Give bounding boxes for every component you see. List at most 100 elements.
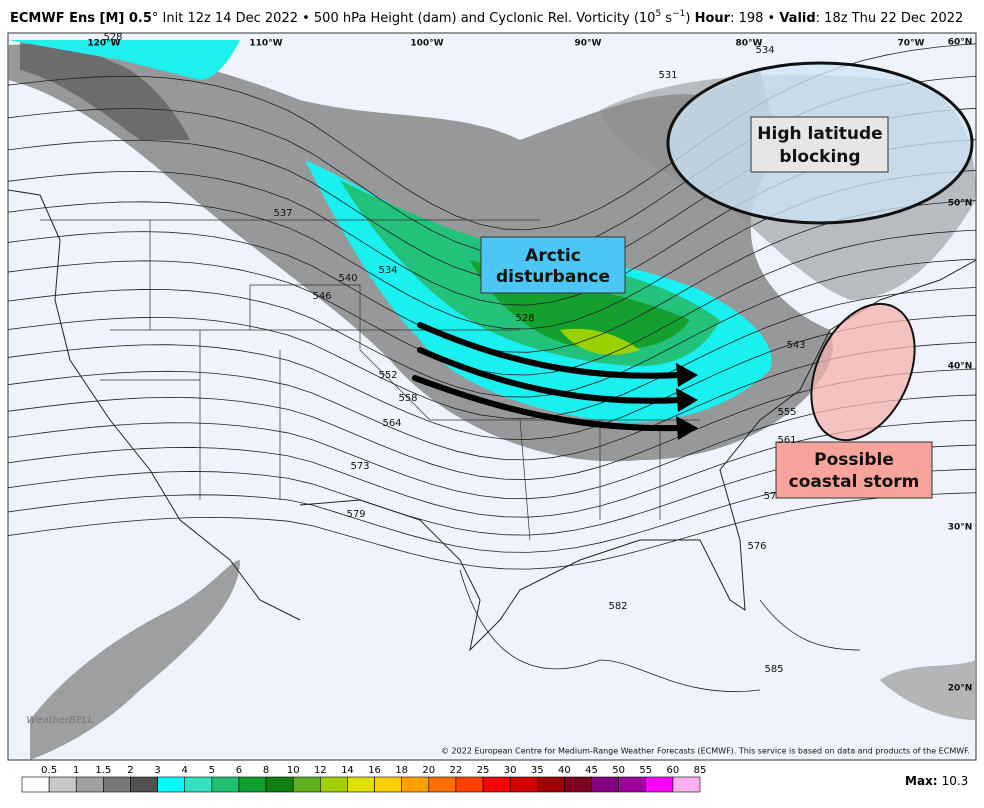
lat-label: 40°N — [948, 362, 973, 372]
contour-label: 531 — [658, 70, 677, 81]
colorbar-swatch — [374, 776, 402, 793]
copyright: © 2022 European Centre for Medium-Range … — [441, 747, 970, 756]
title-part: −1 — [672, 9, 685, 19]
colorbar-tick-label: 14 — [341, 765, 354, 776]
colorbar-swatch — [292, 776, 321, 793]
lon-label: 80°W — [736, 39, 763, 49]
max-label: Max: — [905, 774, 938, 788]
contour-label: 573 — [350, 461, 369, 472]
colorbar-swatch — [645, 776, 674, 793]
arctic-box — [480, 236, 626, 294]
height-contour — [8, 314, 976, 440]
annotation: Possible — [814, 450, 894, 470]
colorbar-tick-label: 4 — [182, 765, 188, 776]
contour-label: 582 — [608, 601, 627, 612]
height-contour — [8, 287, 976, 420]
contour-label: 576 — [747, 541, 766, 552]
annotation: disturbance — [496, 267, 610, 287]
colorbar-swatch — [564, 776, 592, 793]
colorbar-swatch — [428, 776, 457, 793]
colorbar-swatch — [320, 776, 348, 793]
height-contour — [8, 419, 976, 518]
colorbar-swatch — [509, 776, 538, 793]
height-contour — [8, 229, 976, 376]
lon-label: 100°W — [410, 39, 443, 49]
annotation: blocking — [779, 147, 860, 167]
contour-label: 558 — [398, 393, 417, 404]
colorbar-swatch — [211, 776, 240, 793]
map-title: ECMWF Ens [M] 0.5° Init 12z 14 Dec 2022 … — [10, 9, 963, 26]
colorbar-swatch — [103, 776, 131, 793]
contour-label: 555 — [777, 407, 796, 418]
colorbar-tick-label: 16 — [368, 765, 381, 776]
contour-label: 528 — [515, 313, 534, 324]
title-part: s — [661, 11, 672, 26]
coastal-ellipse — [810, 302, 916, 442]
colorbar-swatch — [48, 776, 77, 793]
contour-label: 546 — [312, 291, 331, 302]
colorbar-tick-label: 10 — [287, 765, 300, 776]
map-layer: Arctic disturbance High latitude blockin… — [8, 33, 976, 760]
contour-label: 534 — [378, 265, 397, 276]
lat-label: 60°N — [948, 38, 973, 48]
title-part: : 198 • — [730, 11, 779, 26]
contour-label: 57 — [764, 491, 777, 502]
colorbar-swatch — [482, 776, 511, 793]
colorbar-swatch — [130, 776, 158, 793]
colorbar-tick-label: 60 — [667, 765, 680, 776]
colorbar-tick-label: 50 — [612, 765, 625, 776]
colorbar-tick-label: 12 — [314, 765, 327, 776]
title-part: ° Init 12z 14 Dec 2022 • 500 hPa Height … — [152, 11, 656, 26]
colorbar-swatch — [184, 776, 213, 793]
contour-label: 585 — [764, 664, 783, 675]
colorbar-swatch — [157, 776, 186, 793]
annotation: coastal storm — [789, 472, 920, 492]
contour-label: 537 — [273, 208, 292, 219]
colorbar-swatch — [347, 776, 375, 793]
colorbar-swatch — [401, 776, 430, 793]
lat-label: 20°N — [948, 684, 973, 694]
contour-label: 540 — [338, 273, 357, 284]
contour-label: 552 — [378, 370, 397, 381]
colorbar-tick-label: 1.5 — [95, 765, 111, 776]
max-value: 10.3 — [942, 774, 969, 788]
colorbar-tick-label: 8 — [263, 765, 269, 776]
colorbar-swatch — [238, 776, 267, 793]
contour-label: 564 — [382, 418, 401, 429]
title-part: ECMWF Ens [M] 0.5 — [10, 11, 152, 26]
colorbar-swatch — [75, 776, 104, 793]
colorbar-tick-label: 35 — [531, 765, 544, 776]
colorbar-tick-label: 5 — [209, 765, 215, 776]
colorbar-tick-label: 2 — [127, 765, 133, 776]
title-part: : 18z Thu 22 Dec 2022 — [816, 11, 964, 26]
coastal-box — [775, 441, 933, 499]
title-part: Hour — [695, 11, 731, 26]
watermark: WeatherBELL — [26, 715, 93, 726]
colorbar-tick-label: 85 — [694, 765, 707, 776]
contour-label: 579 — [346, 509, 365, 520]
colorbar-swatch — [536, 776, 565, 793]
annotation: High latitude — [757, 124, 882, 144]
colorbar-tick-label: 22 — [450, 765, 463, 776]
max-readout: Max: 10.3 — [905, 774, 968, 788]
colorbar-tick-label: 0.5 — [41, 765, 57, 776]
colorbar-tick-label: 20 — [422, 765, 435, 776]
lon-label: 120°W — [87, 39, 120, 49]
colorbar-swatch — [455, 776, 484, 793]
lon-label: 70°W — [898, 39, 925, 49]
trough-arrows — [412, 322, 683, 432]
arrow-heads — [676, 363, 698, 440]
colorbar-tick-label: 6 — [236, 765, 242, 776]
lat-label: 50°N — [948, 199, 973, 209]
colorbar-tick-label: 45 — [585, 765, 598, 776]
title-part: Valid — [779, 11, 815, 26]
height-contour — [8, 492, 976, 570]
title-part: ) — [685, 11, 694, 26]
colorbar-tick-label: 30 — [504, 765, 517, 776]
colorbar-tick-label: 55 — [639, 765, 652, 776]
contour-label: 543 — [786, 340, 805, 351]
colorbar-tick-label: 3 — [154, 765, 160, 776]
colorbar-swatch — [672, 776, 701, 793]
title-part: 5 — [655, 9, 661, 19]
